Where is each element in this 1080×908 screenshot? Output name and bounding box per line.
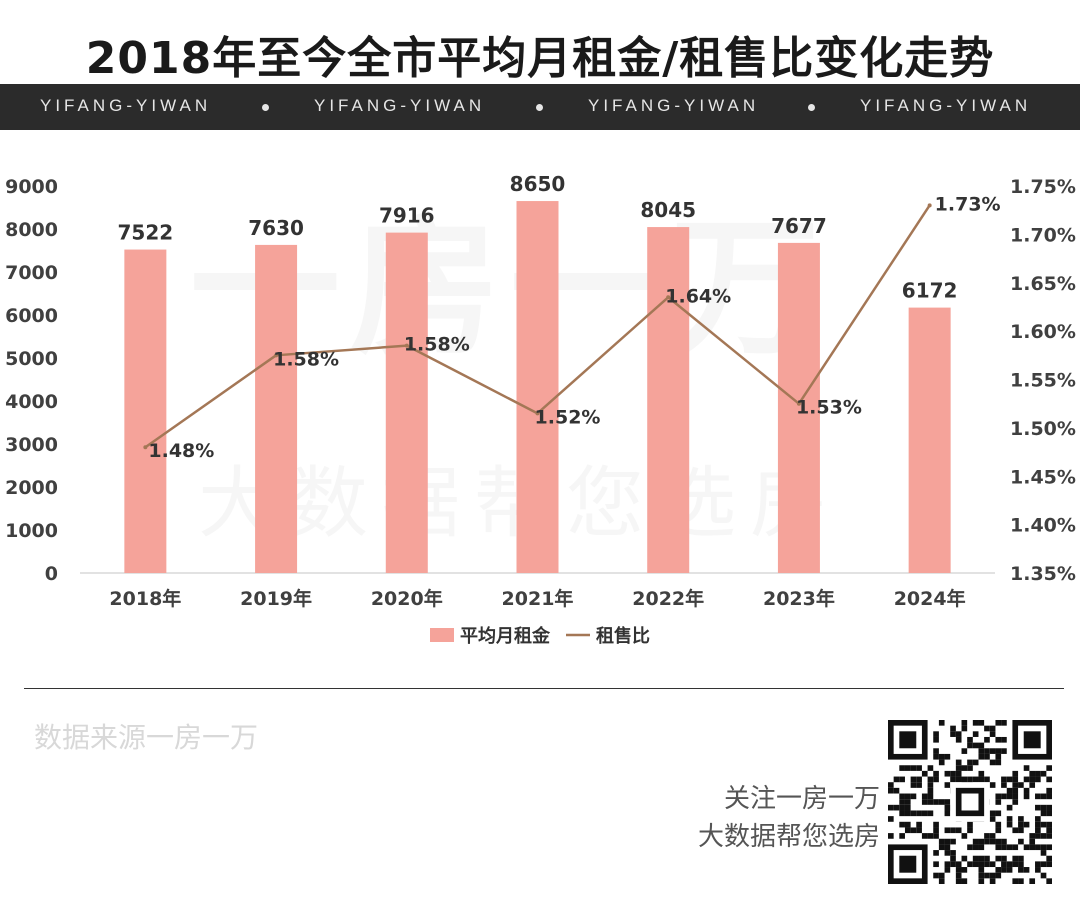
bar-data-label: 7677: [771, 214, 827, 238]
y-left-tick-label: 9000: [5, 176, 58, 198]
x-tick-label: 2023年: [763, 587, 835, 610]
y-left-tick-label: 8000: [5, 219, 58, 241]
x-tick-label: 2021年: [502, 587, 574, 610]
band-text: YIFANG-YIWAN: [40, 96, 212, 115]
y-left-tick-label: 6000: [5, 305, 58, 327]
y-left-tick-label: 5000: [5, 348, 58, 370]
line-data-label: 1.64%: [665, 285, 731, 307]
chart-title: 2018年至今全市平均月租金/租售比变化走势: [85, 33, 995, 84]
chart-area: 一房一万大数据帮您选房01000200030004000500060007000…: [5, 172, 1076, 647]
y-left-tick-label: 4000: [5, 391, 58, 413]
bar-data-label: 7630: [248, 216, 304, 240]
follow-line-1: 关注一房一万: [723, 784, 880, 814]
bar-rent: [255, 244, 298, 573]
line-data-label: 1.58%: [273, 348, 339, 370]
y-right-tick-label: 1.35%: [1010, 563, 1076, 585]
band-text: YIFANG-YIWAN: [314, 96, 486, 115]
line-point: [143, 445, 148, 450]
bar-rent: [516, 201, 559, 574]
bar-data-label: 7522: [118, 221, 174, 245]
line-data-label: 1.53%: [796, 397, 862, 419]
qr-code-icon: [888, 720, 1052, 884]
y-left-tick-label: 3000: [5, 434, 58, 456]
bar-data-label: 7916: [379, 204, 435, 228]
x-tick-label: 2018年: [109, 587, 181, 610]
line-data-label: 1.73%: [935, 193, 1001, 215]
y-left-tick-label: 2000: [5, 477, 58, 499]
y-left-tick-label: 1000: [5, 520, 58, 542]
line-point: [404, 343, 409, 348]
y-right-tick-label: 1.60%: [1010, 321, 1076, 343]
y-right-tick-label: 1.65%: [1010, 273, 1076, 295]
bar-rent: [908, 307, 951, 573]
line-data-label: 1.58%: [404, 334, 470, 356]
legend-swatch-bar: [430, 628, 454, 642]
y-right-tick-label: 1.75%: [1010, 176, 1076, 198]
x-tick-label: 2019年: [240, 587, 312, 610]
band-dot: [262, 104, 269, 111]
line-point: [274, 353, 279, 358]
band-dot: [808, 104, 815, 111]
bar-rent: [124, 249, 167, 573]
y-left-tick-label: 0: [45, 563, 58, 585]
follow-line-2: 大数据帮您选房: [697, 822, 880, 852]
data-source-note: 数据来源一房一万: [34, 721, 259, 754]
y-right-tick-label: 1.50%: [1010, 418, 1076, 440]
x-tick-label: 2022年: [632, 587, 704, 610]
footer-divider: [24, 688, 1064, 689]
y-left-tick-label: 7000: [5, 262, 58, 284]
brand-band: YIFANG-YIWAN YIFANG-YIWAN YIFANG-YIWAN Y…: [0, 84, 1080, 130]
x-tick-label: 2024年: [894, 587, 966, 610]
legend-label: 平均月租金: [460, 625, 551, 647]
line-point: [666, 295, 671, 300]
follow-note: 关注一房一万 大数据帮您选房: [698, 780, 880, 856]
line-data-label: 1.52%: [535, 406, 601, 428]
bar-data-label: 8045: [640, 198, 696, 222]
y-right-tick-label: 1.40%: [1010, 515, 1076, 537]
y-right-tick-label: 1.70%: [1010, 224, 1076, 246]
band-text: YIFANG-YIWAN: [860, 96, 1032, 115]
line-point: [535, 411, 540, 416]
bar-rent: [647, 227, 690, 573]
band-dot: [536, 104, 543, 111]
line-data-label: 1.48%: [148, 440, 214, 462]
line-point: [927, 203, 932, 208]
band-text: YIFANG-YIWAN: [588, 96, 760, 115]
bar-rent: [385, 232, 428, 573]
legend-label: 租售比: [596, 625, 650, 647]
y-right-tick-label: 1.45%: [1010, 466, 1076, 488]
line-point: [796, 401, 801, 406]
bar-data-label: 6172: [902, 279, 958, 303]
x-tick-label: 2020年: [371, 587, 443, 610]
y-right-tick-label: 1.55%: [1010, 370, 1076, 392]
bar-data-label: 8650: [510, 172, 566, 196]
bar-rent: [777, 242, 820, 573]
